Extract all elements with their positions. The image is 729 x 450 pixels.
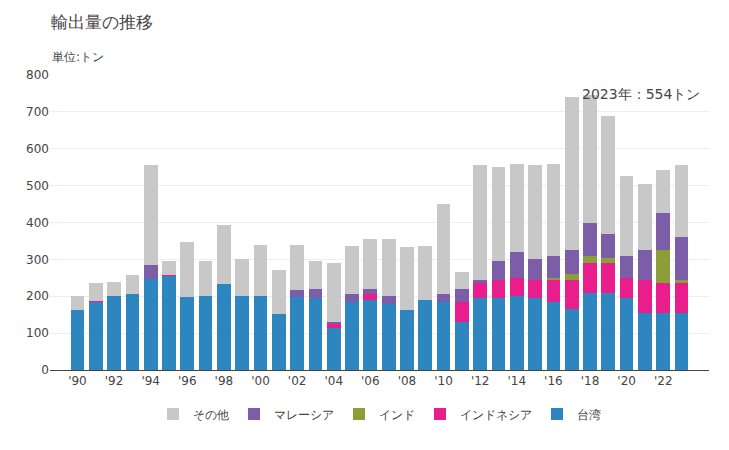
svg-text:2023年：554トン: 2023年：554トン	[582, 86, 700, 102]
svg-text:200: 200	[26, 289, 49, 303]
svg-text:'96: '96	[178, 374, 197, 388]
svg-text:0: 0	[41, 363, 49, 377]
svg-text:800: 800	[26, 68, 49, 82]
svg-text:'22: '22	[654, 374, 673, 388]
svg-text:その他: その他	[193, 408, 229, 422]
svg-text:インドネシア: インドネシア	[460, 408, 532, 422]
svg-text:単位:トン: 単位:トン	[52, 50, 104, 64]
svg-text:'12: '12	[471, 374, 490, 388]
svg-text:'20: '20	[617, 374, 636, 388]
svg-text:インド: インド	[379, 408, 415, 422]
svg-text:マレーシア: マレーシア	[274, 408, 334, 422]
svg-text:'98: '98	[215, 374, 234, 388]
svg-text:500: 500	[26, 179, 49, 193]
svg-text:'94: '94	[141, 374, 160, 388]
svg-text:'02: '02	[288, 374, 307, 388]
svg-text:300: 300	[26, 253, 49, 267]
svg-text:'00: '00	[251, 374, 270, 388]
svg-text:600: 600	[26, 142, 49, 156]
svg-text:'18: '18	[581, 374, 600, 388]
svg-text:'14: '14	[508, 374, 527, 388]
svg-text:700: 700	[26, 105, 49, 119]
svg-text:'90: '90	[68, 374, 87, 388]
svg-text:400: 400	[26, 216, 49, 230]
svg-text:'92: '92	[105, 374, 124, 388]
svg-text:'10: '10	[434, 374, 453, 388]
svg-text:'06: '06	[361, 374, 380, 388]
svg-text:'08: '08	[398, 374, 417, 388]
svg-text:輸出量の推移: 輸出量の推移	[51, 12, 153, 32]
svg-text:100: 100	[26, 326, 49, 340]
svg-text:'04: '04	[324, 374, 343, 388]
svg-text:台湾: 台湾	[577, 408, 601, 422]
svg-text:'16: '16	[544, 374, 563, 388]
